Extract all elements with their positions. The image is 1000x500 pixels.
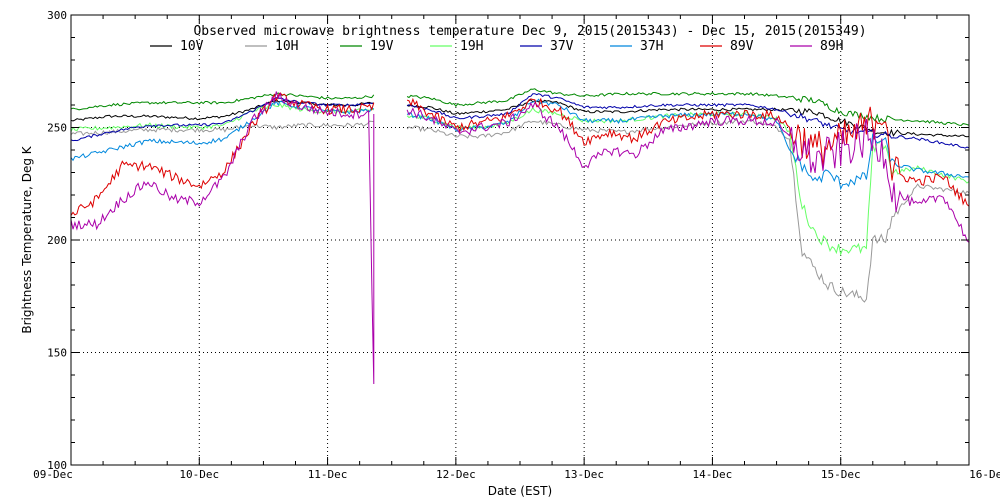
x-tick-label: 12-Dec: [436, 468, 476, 481]
x-tick-label: 10-Dec: [179, 468, 219, 481]
series-line-19v: [70, 92, 375, 111]
series-line-10h: [70, 120, 374, 137]
series-line-89h: [406, 101, 970, 243]
legend-label-19v: 19V: [370, 39, 394, 54]
y-tick-label: 200: [47, 234, 67, 247]
series-layer: [70, 88, 970, 385]
series-line-89v: [70, 92, 375, 216]
series-line-19h: [406, 106, 970, 257]
series-line-19v: [406, 88, 970, 127]
y-tick-label: 150: [47, 347, 67, 360]
x-axis-label: Date (EST): [488, 484, 552, 498]
y-tick-label: 100: [47, 459, 67, 472]
x-tick-label: 09-Dec: [33, 468, 73, 481]
series-line-89h: [70, 91, 375, 385]
series-line-89v: [406, 97, 970, 207]
x-tick-label: 11-Dec: [308, 468, 348, 481]
chart-legend: 10V 10H 19V 19H 37V 37H 89V 89H: [150, 39, 843, 54]
x-tick-label: 16-Dec: [969, 468, 1000, 481]
series-line-37h: [406, 98, 970, 191]
series-37h: [70, 98, 970, 191]
legend-label-10v: 10V: [180, 39, 204, 54]
series-10h: [70, 118, 970, 303]
legend-label-89v: 89V: [730, 39, 754, 54]
chart-title: Observed microwave brightness temperatur…: [193, 24, 866, 39]
series-19v: [70, 88, 970, 127]
y-axis-label: Brightness Temperature, Deg K: [20, 145, 34, 333]
x-tick-label: 13-Dec: [564, 468, 604, 481]
chart-axes: 100 150 200 250 300 09-Dec 10-Dec 11-Dec 12-Dec 1…: [33, 9, 1000, 481]
series-line-37v: [70, 97, 374, 142]
legend-label-37v: 37V: [550, 39, 574, 54]
legend-label-19h: 19H: [460, 39, 483, 54]
x-tick-label: 15-Dec: [821, 468, 861, 481]
series-line-10v: [406, 99, 970, 138]
y-tick-label: 250: [47, 122, 67, 135]
series-line-10h: [406, 118, 970, 303]
y-tick-label: 300: [47, 9, 67, 22]
legend-label-37h: 37H: [640, 39, 663, 54]
series-line-37h: [70, 100, 375, 162]
series-89h: [70, 91, 970, 385]
chart-grid: [71, 15, 969, 465]
legend-label-89h: 89H: [820, 39, 843, 54]
legend-label-10h: 10H: [275, 39, 298, 54]
x-tick-label: 14-Dec: [693, 468, 733, 481]
